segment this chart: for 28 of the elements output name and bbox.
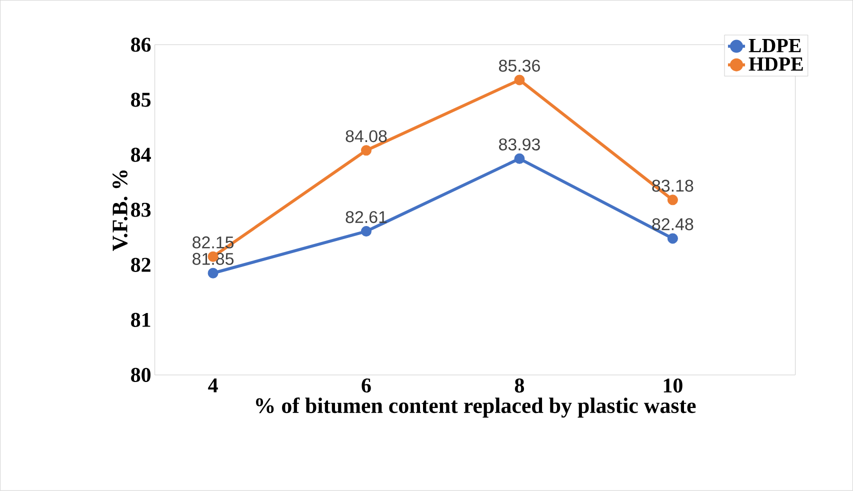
point <box>361 226 372 237</box>
point <box>514 74 525 86</box>
y-tick-label: 82 <box>131 258 150 272</box>
point <box>208 268 218 279</box>
data-label: 84.08 <box>346 130 387 142</box>
x-tick-label: 10 <box>664 378 682 393</box>
y-tick-label: 85 <box>131 92 151 107</box>
point <box>667 194 678 206</box>
point <box>361 145 372 156</box>
y-tick-label: 84 <box>131 148 151 162</box>
point <box>514 154 525 164</box>
y-tick-label: 83 <box>131 202 151 218</box>
y-tick-label: 81 <box>131 312 150 328</box>
y-axis-title: V.F.B. % <box>112 170 128 252</box>
data-label: 85.36 <box>499 60 540 72</box>
y-tick-label: 86 <box>131 38 151 52</box>
x-axis-title: % of bitumen content replaced by plastic waste <box>256 398 696 418</box>
x-tick-label: 4 <box>208 378 218 392</box>
data-label: 82.48 <box>652 218 694 230</box>
data-label: 83.93 <box>499 138 540 151</box>
legend-label: HDPE <box>748 58 803 71</box>
point <box>667 233 678 244</box>
data-label: 82.61 <box>346 211 387 224</box>
x-tick-label: 6 <box>362 378 371 393</box>
y-tick-label: 80 <box>131 368 150 382</box>
x-tick-label: 8 <box>514 378 524 393</box>
data-label: 82.15 <box>192 236 234 249</box>
legend-label: LDPE <box>748 39 801 52</box>
